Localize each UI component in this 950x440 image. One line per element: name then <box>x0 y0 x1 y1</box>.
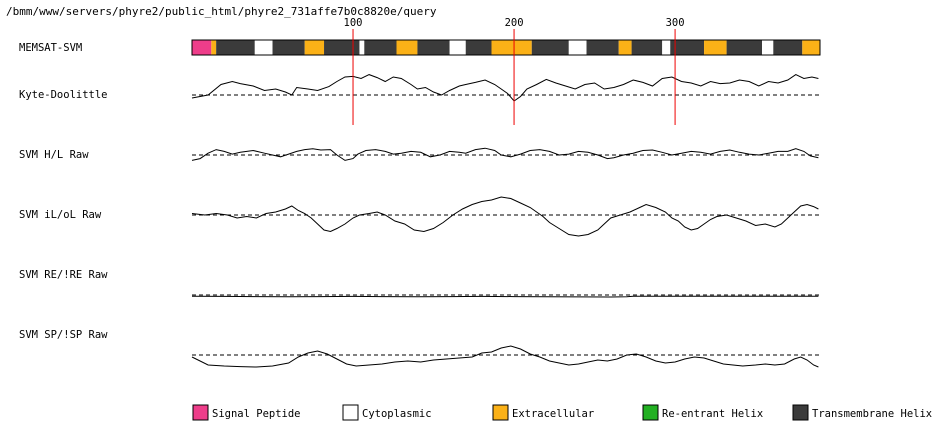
memsat-segment-transmembrane-helix <box>364 40 397 55</box>
legend-label-extracellular: Extracellular <box>512 408 594 420</box>
memsat-segment-signal-peptide <box>192 40 212 55</box>
memsat-segment-cytoplasmic <box>762 40 774 55</box>
legend-swatch-re-entrant-helix <box>642 404 659 421</box>
plot-label-svm-iloL: SVM iL/oL Raw <box>19 209 102 221</box>
plots-group <box>191 74 820 368</box>
memsat-track-label: MEMSAT-SVM <box>19 42 82 54</box>
plot-series-line <box>191 196 819 237</box>
memsat-segment-transmembrane-helix <box>586 40 619 55</box>
memsat-segment-transmembrane-helix <box>631 40 663 55</box>
memsat-segment-cytoplasmic <box>359 40 365 55</box>
legend-swatch-transmembrane-helix <box>792 404 809 421</box>
plot-label-svm-sp: SVM SP/!SP Raw <box>19 329 108 341</box>
memsat-segment-transmembrane-helix <box>272 40 305 55</box>
memsat-segment-cytoplasmic <box>568 40 587 55</box>
legend-label-transmembrane-helix: Transmembrane Helix <box>812 408 932 420</box>
memsat-segment-transmembrane-helix <box>465 40 492 55</box>
plot-series-line <box>191 74 819 102</box>
plot-series-line <box>191 345 819 368</box>
memsat-segment-transmembrane-helix <box>531 40 569 55</box>
legend-label-re-entrant-helix: Re-entrant Helix <box>662 408 763 420</box>
ruler: 100 200 300 <box>344 17 685 29</box>
memsat-segment-cytoplasmic <box>254 40 273 55</box>
memsat-segment-transmembrane-helix <box>726 40 763 55</box>
memsat-segment-extracellular <box>704 40 727 55</box>
legend-swatch-signal-peptide <box>192 404 209 421</box>
memsat-segment-extracellular <box>211 40 217 55</box>
memsat-segment-transmembrane-helix <box>417 40 450 55</box>
memsat-segment-transmembrane-helix <box>216 40 255 55</box>
legend-swatch-cytoplasmic <box>342 404 359 421</box>
memsat-segment-extracellular <box>802 40 820 55</box>
plot-series-line <box>191 295 819 298</box>
memsat-track-border <box>191 39 821 56</box>
plot-series-line <box>191 147 819 161</box>
ruler-lines <box>352 29 676 125</box>
memsat-segment-extracellular <box>618 40 632 55</box>
memsat-segment-extracellular <box>304 40 325 55</box>
ruler-tick-label: 200 <box>505 17 524 29</box>
plot-label-svm-re: SVM RE/!RE Raw <box>19 269 108 281</box>
legend-swatch-extracellular <box>492 404 509 421</box>
memsat-segment-transmembrane-helix <box>324 40 360 55</box>
ruler-tick-label: 100 <box>344 17 363 29</box>
memsat-segment-cytoplasmic <box>662 40 671 55</box>
legend-label-signal-peptide: Signal Peptide <box>212 408 301 420</box>
memsat-segment-extracellular <box>491 40 532 55</box>
query-path: /bmm/www/servers/phyre2/public_html/phyr… <box>6 5 437 18</box>
memsat-segment-transmembrane-helix <box>773 40 803 55</box>
legend: Signal Peptide Cytoplasmic Extracellular… <box>192 404 932 421</box>
ruler-tick-label: 300 <box>666 17 685 29</box>
memsat-segment-transmembrane-helix <box>670 40 705 55</box>
plot-label-kyte-doolittle: Kyte-Doolittle <box>19 89 108 101</box>
legend-label-cytoplasmic: Cytoplasmic <box>362 408 432 420</box>
memsat-track <box>191 39 821 56</box>
plot-label-svm-hl: SVM H/L Raw <box>19 149 89 161</box>
memsat-segment-extracellular <box>396 40 418 55</box>
memsat-segment-cytoplasmic <box>449 40 466 55</box>
